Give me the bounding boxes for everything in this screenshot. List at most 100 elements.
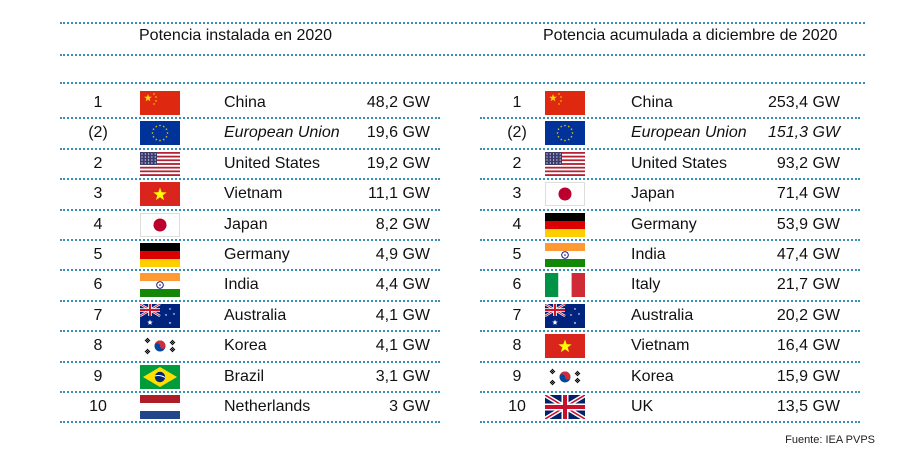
rank-cell: 10 [508, 398, 526, 415]
right-table-title: Potencia acumulada a diciembre de 2020 [543, 27, 838, 44]
table-row: 8 Vietnam 16,4 GW [0, 331, 899, 361]
country-name: India [224, 276, 259, 294]
row-separator [480, 239, 860, 241]
value-cell: 47,4 GW [776, 246, 840, 263]
table-row: 3 Vietnam 11,1 GW [0, 179, 899, 209]
value-cell: 4,9 GW [375, 246, 430, 263]
rank-cell: (2) [507, 124, 527, 142]
italy-flag-icon [545, 273, 585, 298]
source-note: Fuente: IEA PVPS [785, 434, 875, 446]
top-rule [60, 22, 865, 24]
row-separator [480, 269, 860, 272]
row-separator [60, 269, 440, 272]
row-separator [480, 391, 860, 393]
country-name: Japan [224, 215, 268, 233]
value-cell: 19,6 GW [366, 124, 430, 142]
country-name: Japan [631, 185, 675, 203]
australia-flag-icon [545, 303, 585, 328]
table-row: 4 Germany 53,9 GW [0, 210, 899, 240]
table-row: 7 Australia 4,1 GW [0, 301, 899, 331]
value-cell: 151,3 GW [767, 124, 840, 142]
china-flag-icon [545, 91, 585, 115]
table-row: (2) European Union 151,3 GW [0, 118, 899, 148]
korea-flag-icon [140, 334, 180, 359]
row-separator [480, 299, 860, 302]
netherlands-flag-icon [140, 395, 180, 419]
country-name: Vietnam [224, 185, 283, 203]
table-row: 10 UK 13,5 GW [0, 392, 899, 422]
rank-cell: 5 [93, 246, 103, 263]
row-separator [60, 239, 440, 241]
country-name: European Union [631, 124, 747, 142]
rank-cell: 9 [512, 367, 522, 385]
table-start-rule [60, 82, 865, 84]
value-cell: 16,4 GW [776, 337, 840, 355]
value-cell: 53,9 GW [776, 215, 840, 233]
table-row: 2 United States 19,2 GW [0, 149, 899, 179]
country-name: China [631, 94, 673, 111]
vietnam-flag-icon [545, 334, 585, 359]
china-flag-icon [140, 91, 180, 115]
rank-cell: 3 [512, 185, 522, 203]
row-separator [60, 391, 440, 393]
korea-flag-icon [545, 364, 585, 389]
left-table-title: Potencia instalada en 2020 [139, 27, 333, 44]
row-separator [60, 178, 440, 181]
table-row: 2 United States 93,2 GW [0, 149, 899, 179]
table-row: 5 India 47,4 GW [0, 240, 899, 270]
table-row: 1 China 48,2 GW [0, 88, 899, 118]
country-name: Germany [224, 246, 290, 263]
header-rule [60, 54, 865, 56]
value-cell: 3,1 GW [375, 367, 430, 385]
value-cell: 19,2 GW [366, 154, 430, 172]
table-row: 6 India 4,4 GW [0, 270, 899, 300]
rank-cell: 2 [93, 154, 103, 172]
rank-cell: (2) [88, 124, 108, 142]
table-row: 6 Italy 21,7 GW [0, 270, 899, 300]
country-name: Germany [631, 215, 697, 233]
united-states-flag-icon [545, 151, 585, 176]
value-cell: 93,2 GW [776, 154, 840, 172]
india-flag-icon [545, 243, 585, 267]
rank-cell: 4 [512, 215, 522, 233]
country-name: United States [631, 154, 728, 172]
rank-cell: 6 [93, 276, 103, 294]
value-cell: 71,4 GW [776, 185, 840, 203]
united-states-flag-icon [140, 151, 180, 176]
row-separator [60, 208, 440, 211]
rank-cell: 6 [512, 276, 522, 294]
uk-flag-icon [545, 395, 585, 419]
rank-cell: 2 [512, 154, 522, 172]
country-name: China [224, 94, 266, 111]
value-cell: 4,1 GW [375, 337, 430, 355]
rank-cell: 10 [89, 398, 107, 415]
india-flag-icon [140, 273, 180, 298]
country-name: Australia [224, 306, 287, 324]
row-separator [60, 117, 440, 120]
row-separator [480, 421, 860, 424]
table-row: 1 China 253,4 GW [0, 88, 899, 118]
rank-cell: 4 [93, 215, 103, 233]
table-row: 5 Germany 4,9 GW [0, 240, 899, 270]
country-name: Australia [631, 306, 694, 324]
germany-flag-icon [545, 212, 585, 237]
country-name: Netherlands [224, 398, 311, 415]
row-separator [480, 178, 860, 181]
row-separator [60, 360, 440, 363]
country-name: Vietnam [631, 337, 690, 355]
australia-flag-icon [140, 303, 180, 328]
germany-flag-icon [140, 243, 180, 267]
european-union-flag-icon [545, 121, 585, 146]
rank-cell: 9 [93, 367, 103, 385]
row-separator [60, 147, 440, 150]
rank-cell: 1 [512, 94, 522, 111]
japan-flag-icon [545, 182, 585, 207]
value-cell: 21,7 GW [776, 276, 840, 294]
row-separator [60, 299, 440, 302]
table-row: 7 Australia 20,2 GW [0, 301, 899, 331]
value-cell: 8,2 GW [375, 215, 430, 233]
country-name: United States [224, 154, 321, 172]
rank-cell: 5 [512, 246, 522, 263]
rank-cell: 1 [93, 94, 103, 111]
value-cell: 4,1 GW [375, 306, 430, 324]
